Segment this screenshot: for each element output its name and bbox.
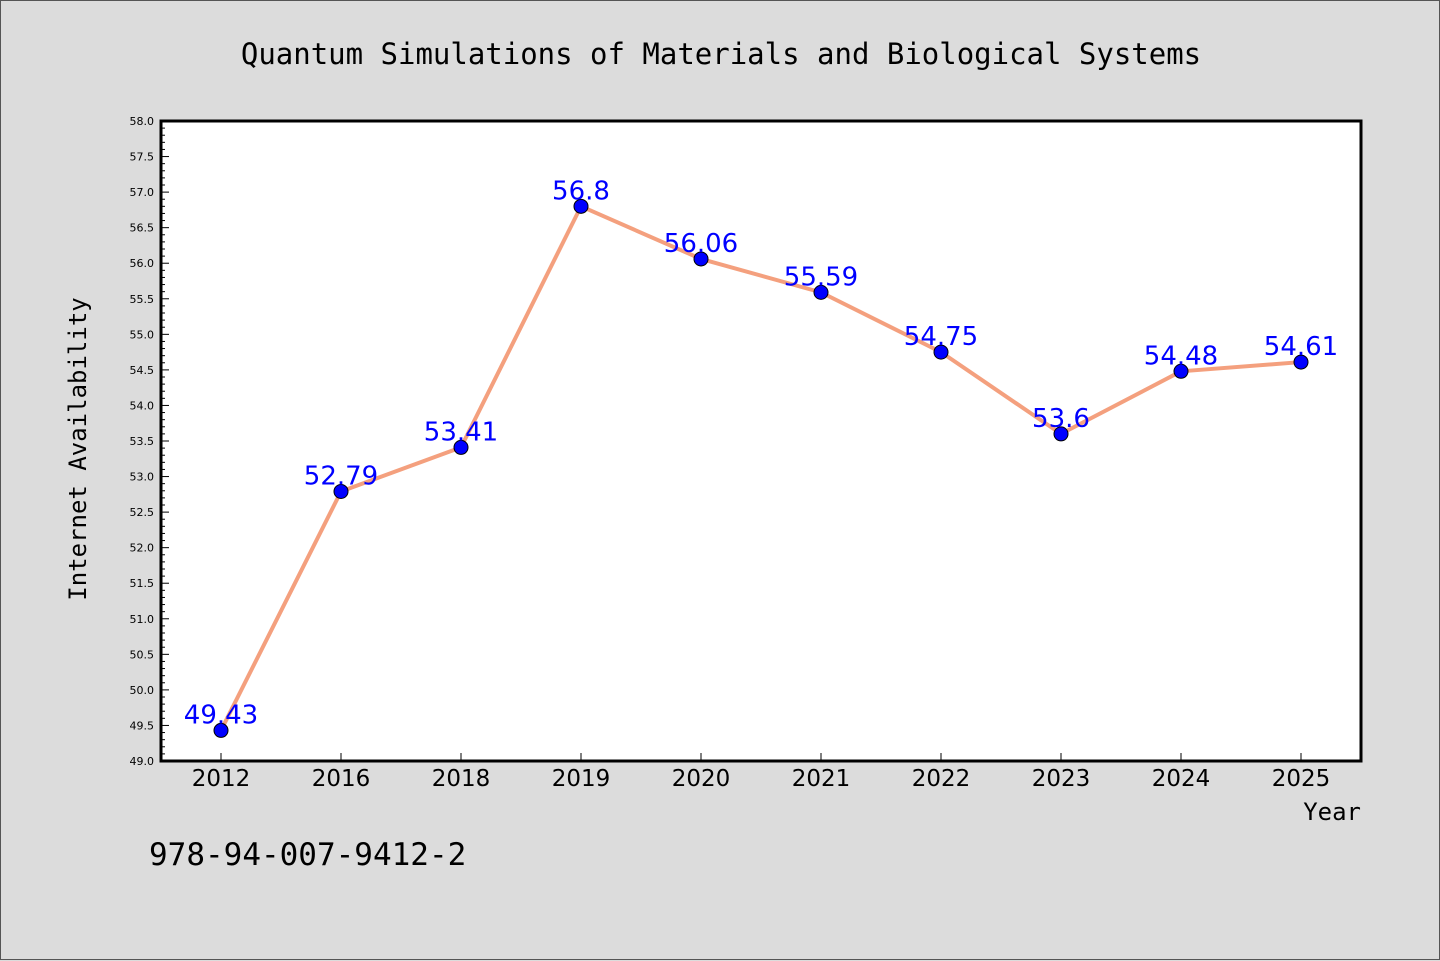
y-tick-label: 54.0 <box>130 399 155 412</box>
y-tick-label: 52.5 <box>130 506 155 519</box>
data-label: 56.06 <box>664 229 738 259</box>
series-line <box>219 204 1302 732</box>
isbn-label: 978-94-007-9412-2 <box>149 837 466 873</box>
x-axis-label: Year <box>1303 798 1361 826</box>
data-point <box>453 439 469 455</box>
chart-title: Quantum Simulations of Materials and Bio… <box>241 37 1201 71</box>
y-tick-label: 50.5 <box>130 648 155 661</box>
y-tick-label: 49.5 <box>130 719 155 732</box>
x-tick-label: 2023 <box>1032 766 1091 792</box>
y-tick-label: 50.0 <box>130 684 155 697</box>
y-tick-label: 55.5 <box>130 293 155 306</box>
x-tick-label: 2020 <box>672 766 731 792</box>
y-tick-label: 57.0 <box>130 186 155 199</box>
y-tick-label: 52.0 <box>130 542 155 555</box>
x-tick-label: 2012 <box>192 766 251 792</box>
data-point <box>1173 363 1189 379</box>
data-label: 49.43 <box>184 700 258 730</box>
y-tick-label: 51.5 <box>130 577 155 590</box>
plot-area <box>159 119 1363 763</box>
data-label: 53.41 <box>424 417 498 447</box>
y-tick-label: 51.0 <box>130 613 155 626</box>
series-line-group: 49.43 52.79 53.41 56.8 56.06 55.59 54.75 53.6 54… <box>184 176 1338 738</box>
x-tick-label: 2024 <box>1152 766 1211 792</box>
data-point <box>693 251 709 267</box>
data-label: 55.59 <box>784 262 858 292</box>
data-point <box>933 344 949 360</box>
y-tick-label: 54.5 <box>130 364 155 377</box>
x-tick-label: 2016 <box>312 766 371 792</box>
y-axis-label: Internet Availability <box>64 297 92 600</box>
data-point <box>1053 426 1069 442</box>
data-label: 56.8 <box>552 176 610 206</box>
data-label: 54.48 <box>1144 341 1218 371</box>
y-tick-label: 53.0 <box>130 471 155 484</box>
data-point <box>1293 354 1309 370</box>
data-label: 54.75 <box>904 322 978 352</box>
data-point <box>813 284 829 300</box>
y-tick-label: 56.0 <box>130 257 155 270</box>
y-tick-label: 58.0 <box>130 115 155 128</box>
x-tick-label: 2018 <box>432 766 491 792</box>
x-axis: 2012 2016 2018 2019 2020 2021 2022 2023 2024 2025 <box>192 753 1331 792</box>
data-label: 52.79 <box>304 461 378 491</box>
data-label: 54.61 <box>1264 332 1338 362</box>
y-tick-label: 56.5 <box>130 222 155 235</box>
y-tick-label: 49.0 <box>130 755 155 768</box>
y-tick-label: 55.0 <box>130 328 155 341</box>
x-tick-label: 2021 <box>792 766 851 792</box>
data-label: 53.6 <box>1032 404 1090 434</box>
data-point <box>333 483 349 499</box>
y-tick-label: 57.5 <box>130 151 155 164</box>
data-point <box>213 722 229 738</box>
x-tick-label: 2022 <box>912 766 971 792</box>
x-tick-label: 2019 <box>552 766 611 792</box>
y-axis: 49.0 49.5 50.0 50.5 51.0 51.5 52.0 52.5 53.0 53.5… <box>130 115 169 768</box>
data-point <box>573 198 589 214</box>
x-tick-label: 2025 <box>1272 766 1331 792</box>
y-tick-label: 53.5 <box>130 435 155 448</box>
